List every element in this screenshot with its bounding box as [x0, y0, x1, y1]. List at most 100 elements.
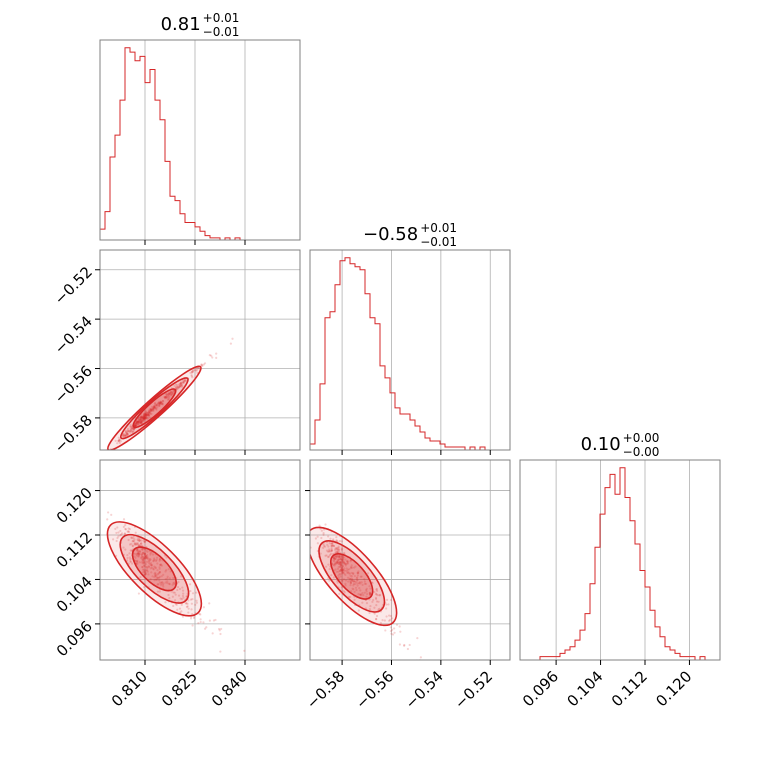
- scatter-point: [154, 566, 157, 569]
- scatter-point: [322, 543, 325, 546]
- x-tick-label: −0.52: [451, 667, 496, 712]
- scatter-point: [334, 561, 337, 565]
- scatter-point: [191, 592, 195, 595]
- scatter-point: [166, 396, 169, 399]
- scatter-point: [320, 536, 323, 540]
- scatter-point: [191, 370, 194, 373]
- scatter-point: [375, 587, 378, 591]
- scatter-point: [144, 416, 147, 419]
- scatter-point: [143, 553, 146, 556]
- scatter-point: [143, 540, 146, 543]
- scatter-point: [152, 560, 155, 563]
- scatter-point: [114, 439, 117, 442]
- scatter-point: [139, 417, 142, 421]
- scatter-point: [136, 552, 139, 555]
- scatter-point: [165, 396, 169, 399]
- scatter-point: [147, 557, 150, 561]
- scatter-point: [136, 562, 139, 565]
- scatter-point: [147, 561, 150, 564]
- scatter-point: [339, 565, 342, 569]
- scatter-point: [168, 597, 171, 600]
- scatter-point: [185, 605, 189, 609]
- scatter-point: [164, 397, 167, 400]
- scatter-point: [136, 552, 140, 555]
- scatter-point: [190, 371, 193, 374]
- scatter-point: [140, 553, 144, 556]
- y-tick-label: 0.120: [53, 484, 96, 527]
- scatter-point: [150, 563, 153, 567]
- scatter-point: [147, 411, 151, 414]
- scatter-point: [140, 555, 143, 558]
- scatter-point: [338, 558, 341, 561]
- scatter-point: [354, 581, 358, 584]
- scatter-point: [140, 415, 143, 419]
- scatter-point: [145, 413, 148, 416]
- scatter-point: [143, 418, 146, 421]
- scatter-point: [340, 578, 344, 581]
- scatter-point: [140, 416, 143, 419]
- scatter-point: [125, 431, 128, 434]
- scatter-point: [332, 556, 335, 559]
- scatter-point: [341, 570, 344, 574]
- scatter-point: [352, 584, 355, 587]
- panel-title: 0.10: [581, 434, 621, 455]
- scatter-point: [179, 597, 182, 600]
- scatter-point: [134, 542, 137, 545]
- scatter-point: [352, 588, 355, 591]
- scatter-point: [354, 586, 358, 589]
- panel-title: 0.81: [161, 14, 201, 35]
- scatter-point: [145, 417, 148, 420]
- scatter-point: [329, 537, 332, 540]
- scatter-point: [137, 551, 140, 555]
- scatter-point: [339, 557, 343, 561]
- scatter-point: [124, 527, 127, 531]
- scatter-point: [338, 555, 341, 558]
- scatter-point: [129, 425, 132, 428]
- scatter-point: [335, 570, 338, 573]
- scatter-point: [190, 373, 193, 377]
- scatter-point: [141, 565, 144, 569]
- scatter-point: [389, 618, 392, 621]
- scatter-point: [361, 601, 364, 604]
- scatter-point: [353, 574, 357, 578]
- scatter-point: [155, 404, 158, 407]
- scatter-point: [134, 543, 137, 546]
- scatter-point: [153, 405, 156, 408]
- scatter-point: [408, 643, 411, 647]
- scatter-point: [360, 575, 363, 578]
- scatter-point: [119, 534, 122, 537]
- scatter-point: [336, 548, 339, 552]
- scatter-point: [129, 549, 132, 552]
- scatter-point: [353, 566, 356, 569]
- scatter-point: [169, 391, 172, 394]
- scatter-point: [211, 356, 214, 359]
- scatter-point: [144, 412, 147, 416]
- scatter-point: [334, 556, 337, 559]
- x-tick-label: −0.58: [303, 667, 348, 712]
- density-contour: [330, 553, 374, 600]
- scatter-point: [148, 408, 151, 412]
- density-contour: [119, 377, 189, 440]
- scatter-point: [328, 548, 331, 551]
- title-minus: −0.01: [203, 25, 240, 39]
- scatter-point: [129, 425, 132, 428]
- scatter-point: [158, 557, 161, 561]
- scatter-point: [149, 558, 152, 561]
- scatter-point: [148, 562, 151, 565]
- scatter-point: [127, 430, 130, 433]
- scatter-point: [149, 578, 152, 581]
- scatter-point: [325, 565, 328, 568]
- scatter-point: [338, 555, 341, 558]
- scatter-point: [165, 395, 168, 398]
- scatter-point: [186, 602, 189, 605]
- scatter-point: [159, 401, 162, 404]
- scatter-point: [190, 602, 193, 605]
- scatter-point: [142, 417, 145, 420]
- scatter-point: [144, 413, 147, 416]
- scatter-point: [351, 566, 354, 569]
- scatter-point: [330, 548, 333, 551]
- scatter-point: [136, 543, 139, 546]
- scatter-point: [147, 573, 150, 576]
- scatter-point: [152, 568, 155, 571]
- scatter-point: [325, 549, 329, 552]
